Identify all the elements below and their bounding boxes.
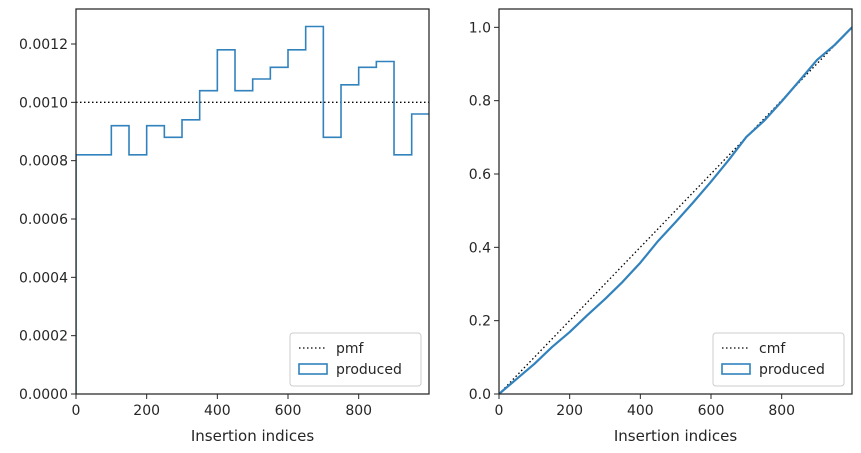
y-tick-label: 0.0006: [19, 212, 68, 228]
legend-box: [289, 332, 422, 387]
y-tick-label: 0.0010: [19, 95, 68, 111]
x-tick-label: 600: [275, 403, 302, 419]
x-axis-label: Insertion indices: [191, 427, 314, 445]
legend-label-cmf: cmf: [759, 341, 786, 357]
y-tick-label: 0.6: [469, 167, 491, 183]
y-tick-label: 0.0004: [19, 270, 68, 286]
legend-label-produced: produced: [336, 362, 402, 378]
y-tick-label: 0.2: [469, 314, 491, 330]
y-tick-label: 0.0008: [19, 154, 68, 170]
x-axis-label: Insertion indices: [614, 427, 737, 445]
legend-box: [712, 332, 845, 387]
y-tick-label: 0.4: [469, 240, 491, 256]
x-tick-label: 800: [345, 403, 372, 419]
legend-label-pmf: pmf: [336, 341, 365, 357]
pmf-panel: 0 200 400 600 800 0.0000 0.0002 0.0004 0.0006 0.0…: [19, 8, 430, 445]
series-produced-histogram: [76, 25, 429, 394]
y-tick-label: 0.0012: [19, 37, 68, 53]
y-tick-label: 0.0002: [19, 329, 68, 345]
legend-patch-swatch: [721, 363, 751, 375]
x-tick-label: 200: [556, 403, 583, 419]
x-tick-label: 0: [495, 403, 504, 419]
legend: cmf produced: [712, 332, 845, 387]
x-tick-label: 800: [768, 403, 795, 419]
legend: pmf produced: [289, 332, 422, 387]
plot-area: [499, 26, 852, 394]
x-tick-label: 600: [698, 403, 725, 419]
axes-frame: [498, 8, 853, 395]
y-tick-label: 0.0: [469, 387, 491, 403]
legend-label-produced: produced: [759, 362, 825, 378]
y-tick-label: 0.8: [469, 94, 491, 110]
x-tick-label: 200: [133, 403, 160, 419]
x-tick-label: 400: [204, 403, 231, 419]
x-tick-label: 0: [72, 403, 81, 419]
legend-patch-swatch: [298, 363, 328, 375]
x-tick-label: 400: [627, 403, 654, 419]
axes-frame: [75, 8, 430, 395]
y-tick-label: 0.0000: [19, 387, 68, 403]
cmf-panel: 0 200 400 600 800 0.0 0.2 0.4 0.6 0.8 1.0 Insertion…: [469, 8, 853, 445]
plot-area: [76, 25, 429, 394]
y-tick-label: 1.0: [469, 20, 491, 36]
